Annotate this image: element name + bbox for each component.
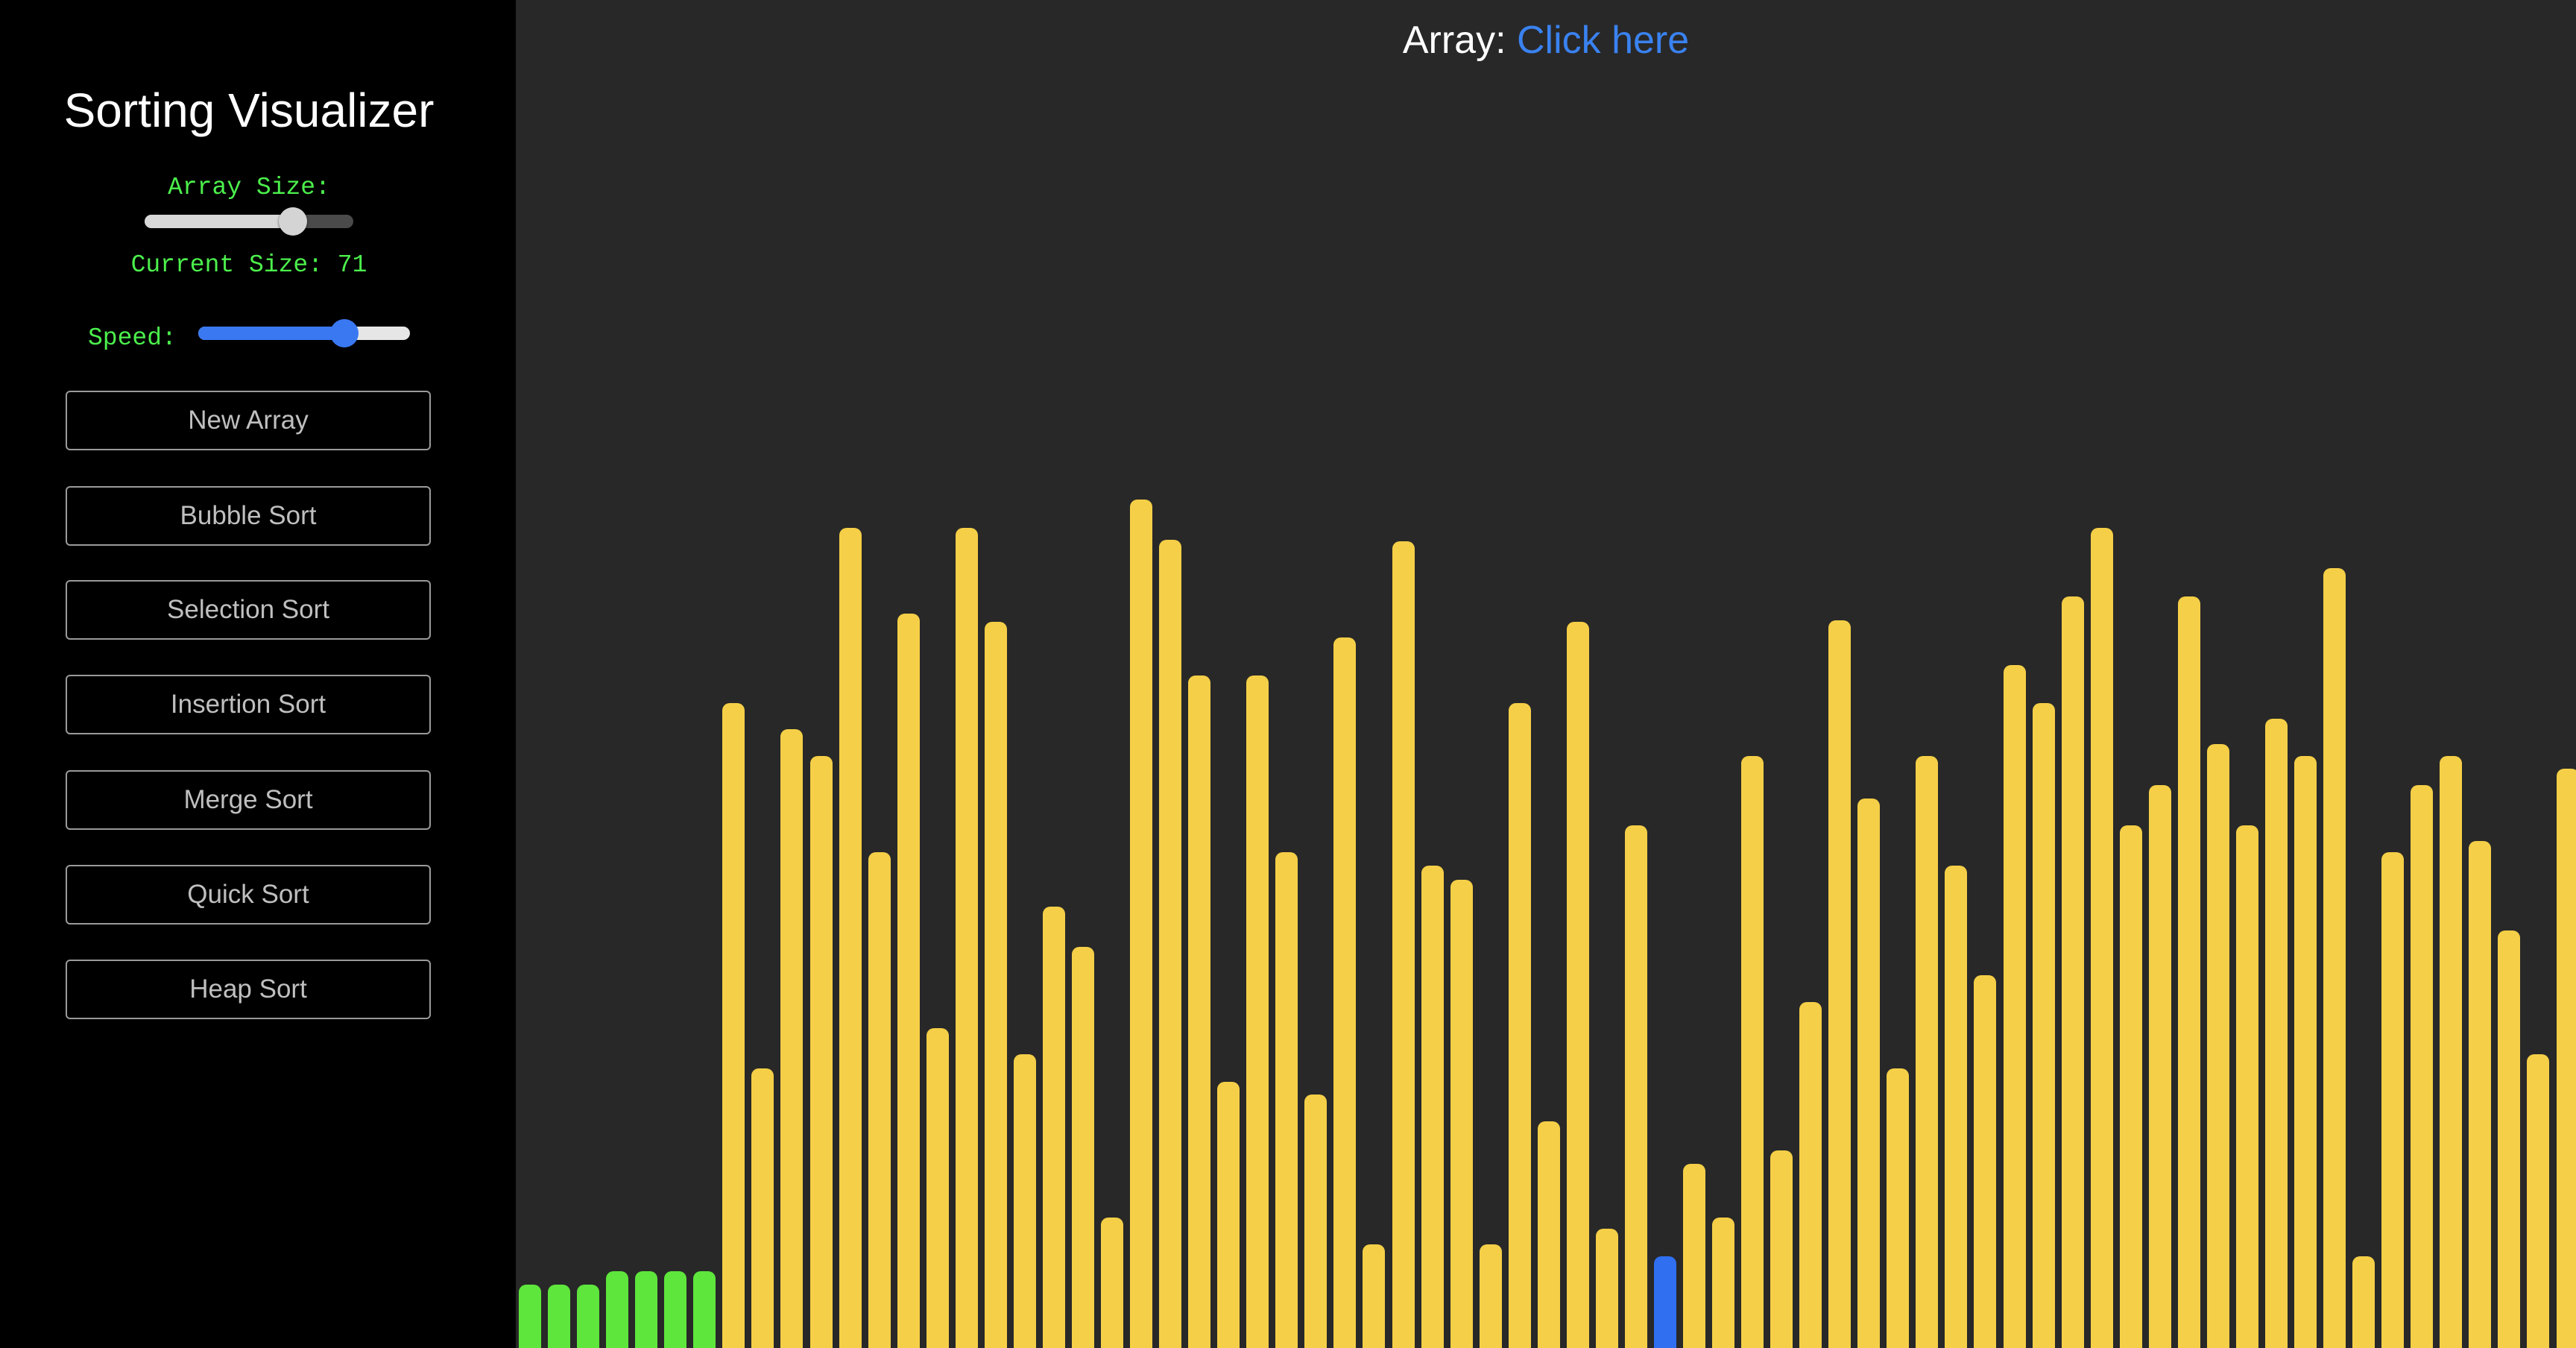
array-heading: Array: Click here	[516, 16, 2576, 64]
array-bar	[1333, 637, 1356, 1348]
array-bar	[985, 622, 1007, 1348]
array-bar	[1188, 675, 1210, 1348]
array-bar	[2062, 596, 2084, 1348]
array-bar	[839, 528, 862, 1348]
array-bar	[1712, 1218, 1734, 1348]
array-bar	[2207, 744, 2229, 1348]
array-bar	[635, 1271, 657, 1348]
array-bar	[1217, 1082, 1240, 1348]
speed-slider-thumb[interactable]	[330, 319, 359, 347]
array-bar	[664, 1271, 686, 1348]
array-bar	[1945, 866, 1967, 1348]
heap-sort-button[interactable]: Heap Sort	[66, 960, 431, 1019]
selection-sort-button[interactable]: Selection Sort	[66, 580, 431, 640]
array-bar	[1480, 1244, 1502, 1348]
array-bar	[780, 729, 803, 1348]
array-bar	[2236, 825, 2258, 1348]
array-bar	[868, 852, 891, 1348]
array-label: Array:	[1403, 19, 1506, 62]
array-bar	[1450, 880, 1473, 1348]
array-bar	[2381, 852, 2404, 1348]
array-bar	[1538, 1121, 1560, 1348]
array-bar	[1741, 756, 1764, 1348]
array-bar	[1974, 975, 1996, 1348]
control-sidebar: Sorting Visualizer Array Size: Current S…	[0, 0, 516, 1348]
array-bar	[1596, 1229, 1618, 1348]
array-bar	[2411, 785, 2433, 1348]
array-bar	[2323, 568, 2346, 1348]
array-size-slider-thumb[interactable]	[279, 207, 307, 236]
visualizer-area: Array: Click here	[516, 0, 2576, 1348]
array-bar	[1654, 1256, 1676, 1348]
array-bar	[1625, 825, 1647, 1348]
array-bar	[577, 1285, 599, 1348]
current-size-text: Current Size: 71	[0, 251, 498, 280]
array-bar	[548, 1285, 570, 1348]
array-size-slider-fill	[145, 215, 293, 228]
array-bar	[519, 1285, 541, 1348]
array-bar	[693, 1271, 716, 1348]
speed-slider-fill	[198, 327, 344, 340]
array-bar	[1567, 622, 1589, 1348]
array-bar	[1421, 866, 1444, 1348]
array-bar	[1857, 799, 1880, 1348]
array-bar	[1159, 540, 1181, 1348]
array-bar	[1363, 1244, 1385, 1348]
array-bar	[1509, 703, 1531, 1348]
array-bar	[2527, 1054, 2549, 1348]
array-bar	[1014, 1054, 1036, 1348]
array-bar	[956, 528, 978, 1348]
array-bar	[1130, 500, 1152, 1348]
array-size-slider[interactable]	[145, 215, 353, 228]
app-title: Sorting Visualizer	[0, 81, 498, 140]
array-bar	[1304, 1095, 1327, 1348]
bubble-sort-button[interactable]: Bubble Sort	[66, 486, 431, 546]
array-bar	[2294, 756, 2317, 1348]
array-bar	[2178, 596, 2200, 1348]
array-bar	[722, 703, 745, 1348]
array-bar	[2265, 719, 2288, 1348]
array-bar	[1799, 1002, 1822, 1348]
array-bar	[2557, 769, 2576, 1348]
array-bar	[1392, 541, 1415, 1348]
array-bar	[1043, 907, 1065, 1348]
speed-label: Speed:	[88, 324, 177, 353]
array-bar	[606, 1271, 628, 1348]
array-bar	[1683, 1164, 1705, 1348]
array-bar	[1887, 1068, 1909, 1348]
array-bar	[2352, 1256, 2375, 1348]
array-bar	[1770, 1150, 1793, 1348]
array-bar	[2004, 665, 2026, 1348]
array-bar	[2440, 756, 2462, 1348]
speed-slider[interactable]	[198, 327, 410, 340]
array-bar	[2033, 703, 2055, 1348]
quick-sort-button[interactable]: Quick Sort	[66, 865, 431, 925]
array-bar	[1246, 675, 1269, 1348]
array-bar	[1275, 852, 1298, 1348]
array-bar	[2120, 825, 2142, 1348]
array-bar	[897, 614, 920, 1348]
bar-chart	[516, 0, 2576, 1348]
array-bar	[1916, 756, 1938, 1348]
array-size-label: Array Size:	[0, 173, 498, 203]
array-bar	[926, 1028, 949, 1348]
array-bar	[1828, 620, 1851, 1348]
new-array-button[interactable]: New Array	[66, 391, 431, 450]
array-bar	[2149, 785, 2171, 1348]
array-click-link[interactable]: Click here	[1517, 19, 1689, 62]
array-bar	[810, 756, 833, 1348]
array-bar	[1101, 1218, 1123, 1348]
array-bar	[2091, 528, 2113, 1348]
array-bar	[2498, 930, 2520, 1348]
merge-sort-button[interactable]: Merge Sort	[66, 770, 431, 830]
array-bar	[2469, 841, 2491, 1348]
insertion-sort-button[interactable]: Insertion Sort	[66, 675, 431, 734]
array-bar	[1072, 947, 1094, 1348]
array-bar	[751, 1068, 774, 1348]
